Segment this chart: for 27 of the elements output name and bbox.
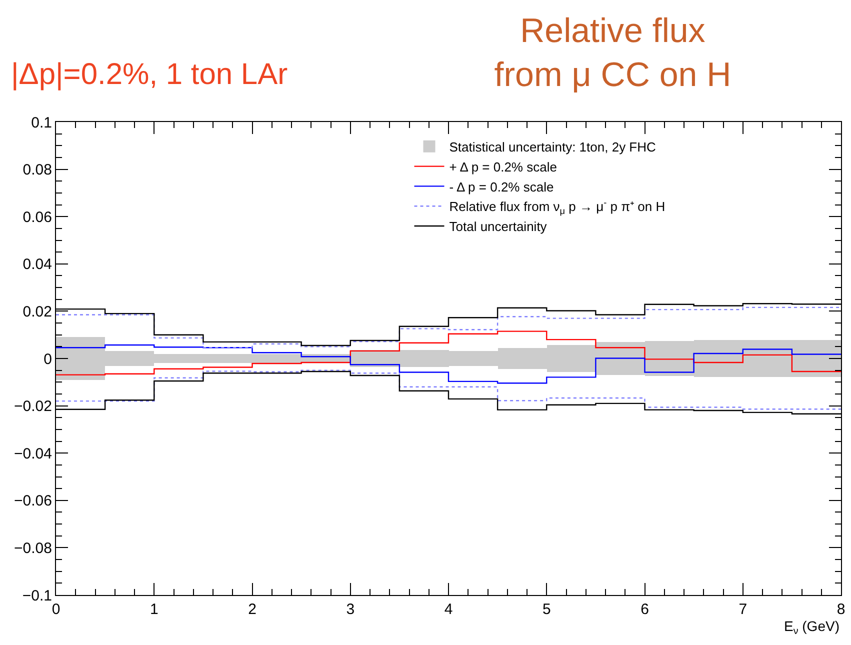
chart-title: Relative flux from μ CC on H bbox=[494, 12, 732, 94]
y-tick-label: 0.06 bbox=[22, 208, 52, 226]
y-tick-label: −0.04 bbox=[14, 445, 52, 462]
y-tick-label: 0.02 bbox=[22, 303, 52, 320]
x-tick-label: 5 bbox=[542, 601, 551, 618]
legend-label: Total uncertainity bbox=[449, 219, 548, 234]
x-tick-label: 1 bbox=[150, 601, 158, 618]
x-tick-label: 8 bbox=[836, 601, 846, 618]
x-tick-label: 3 bbox=[346, 601, 355, 618]
legend-label: Statistical uncertainty: 1ton, 2y FHC bbox=[449, 139, 656, 154]
y-tick-label: 0.08 bbox=[22, 162, 52, 179]
y-tick-label: −0.02 bbox=[14, 398, 52, 416]
x-tick-label: 2 bbox=[248, 601, 256, 618]
legend-label: Relative flux from ν$_{μ}$ p → μ$^{-}$ p π⁺ on H bbox=[449, 198, 666, 216]
y-tick-label: −0.1 bbox=[22, 587, 52, 604]
y-tick-label: −0.08 bbox=[14, 540, 52, 557]
chart-subtitle: |Δp|=0.2%, 1 ton LAr bbox=[11, 58, 288, 91]
y-tick-label: 0 bbox=[44, 350, 52, 368]
legend-label: - Δ p = 0.2% scale bbox=[449, 179, 554, 194]
y-tick-label: 0.1 bbox=[31, 114, 52, 132]
x-tick-label: 4 bbox=[444, 601, 453, 618]
y-tick-label: −0.06 bbox=[14, 492, 52, 510]
legend-label: + Δ p = 0.2% scale bbox=[449, 159, 557, 174]
x-tick-label: 7 bbox=[738, 601, 748, 618]
y-tick-label: 0.04 bbox=[22, 256, 52, 274]
x-tick-label: 6 bbox=[640, 601, 649, 618]
x-axis-title: E$_{ν}$ (GeV) bbox=[784, 618, 840, 637]
